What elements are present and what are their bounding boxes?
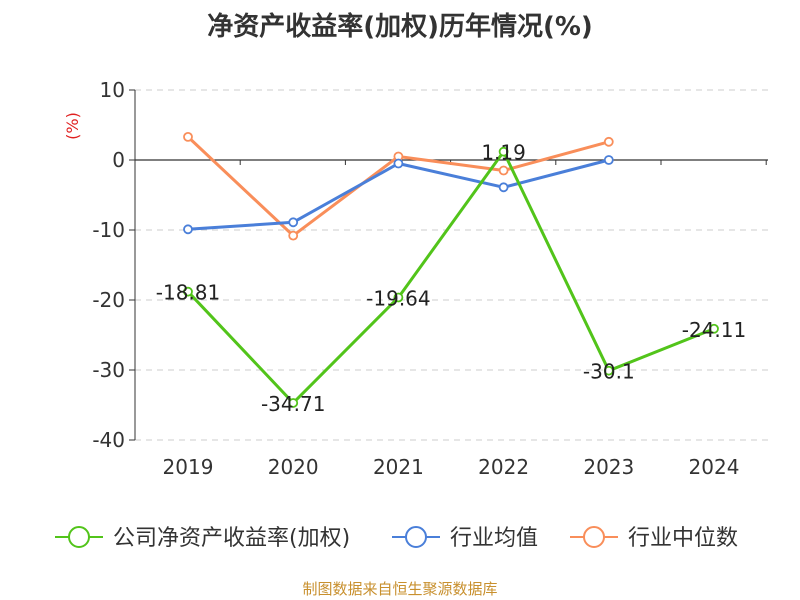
legend-swatch-marker [405, 526, 427, 548]
data-point [498, 165, 509, 176]
legend-label: 行业均值 [450, 526, 538, 551]
data-label: 1.19 [481, 141, 526, 165]
data-point [709, 323, 719, 334]
x-tick-label: 2024 [689, 455, 740, 479]
data-point [498, 146, 509, 157]
legend-label: 行业中位数 [628, 526, 738, 551]
x-tick-label: 2023 [583, 455, 634, 479]
legend-swatch-marker [68, 526, 90, 548]
y-tick-label: -40 [92, 428, 125, 452]
data-point [393, 158, 404, 169]
legend-label: 公司净资产收益率(加权) [113, 526, 350, 551]
x-tick-label: 2020 [268, 455, 319, 479]
data-point [288, 217, 299, 228]
data-label: -19.64 [366, 286, 430, 310]
data-label: -24.11 [682, 318, 746, 342]
data-label: -18.81 [156, 281, 220, 305]
y-tick-label: -30 [92, 358, 125, 382]
x-tick-label: 2022 [478, 455, 529, 479]
data-point [393, 292, 404, 303]
data-point [288, 398, 299, 408]
y-tick-label: -10 [92, 218, 125, 242]
y-tick-label: 0 [112, 148, 125, 172]
data-label: -34.71 [261, 392, 325, 416]
legend-swatch-marker [583, 526, 605, 548]
x-tick-label: 2021 [373, 455, 424, 479]
data-point [498, 182, 509, 193]
y-tick-label: 10 [100, 78, 125, 102]
source-note: 制图数据来自恒生聚源数据库 [302, 580, 498, 598]
y-axis-label: (%) [63, 112, 82, 140]
data-point [183, 224, 193, 235]
data-point [603, 136, 614, 147]
data-point [183, 131, 193, 142]
data-label: -30.1 [583, 360, 635, 384]
chart-title: 净资产收益率(加权)历年情况(%) [207, 12, 593, 42]
data-point [288, 230, 299, 241]
data-point [183, 286, 193, 297]
data-point [603, 155, 614, 165]
series-line [186, 150, 715, 405]
data-point [603, 365, 614, 376]
y-tick-label: -20 [92, 288, 125, 312]
x-tick-label: 2019 [163, 455, 214, 479]
